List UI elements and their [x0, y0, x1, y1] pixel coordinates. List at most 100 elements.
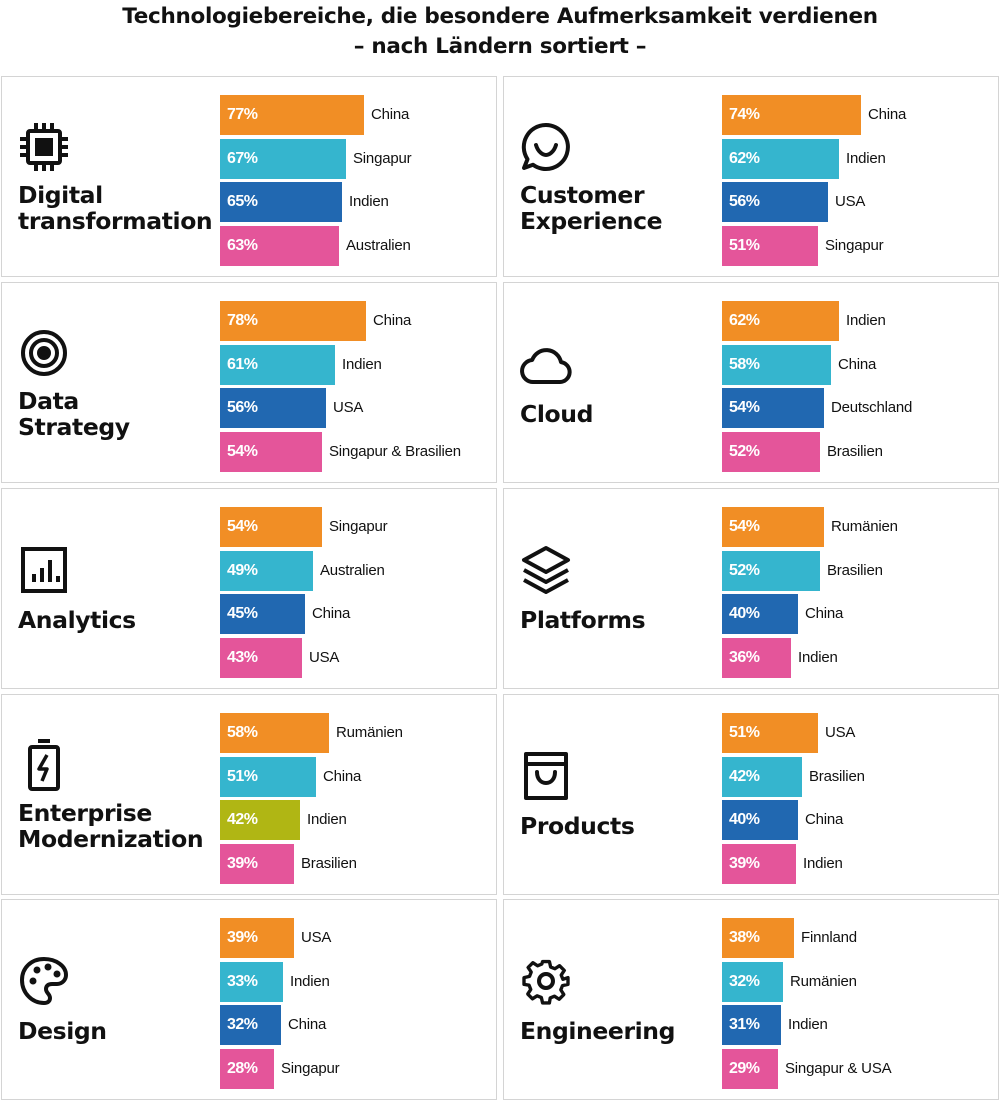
bar-value-label: 67% — [227, 150, 258, 167]
panel-title: Digital transformation — [18, 181, 213, 234]
bar-value-label: 61% — [227, 356, 258, 373]
bar-value-label: 45% — [227, 605, 258, 622]
bar-category-label: USA — [309, 649, 340, 666]
panel-title-line: Customer — [520, 181, 645, 209]
chart-title-line-1: Technologiebereiche, die besondere Aufme… — [122, 4, 878, 29]
bar-value-label: 49% — [227, 562, 258, 579]
bar-category-label: Singapur & USA — [785, 1060, 892, 1077]
bar: 62% — [722, 139, 839, 179]
panel-title: Platforms — [520, 607, 646, 633]
bar-category-label: Deutschland — [831, 399, 913, 416]
chip-icon — [18, 121, 70, 173]
bar-value-label: 52% — [729, 443, 760, 460]
bar: 33% — [220, 962, 283, 1002]
panel-enterprise-modernization: Enterprise Modernization 58% Rumänien 51% Chi… — [1, 694, 497, 895]
bar: 39% — [220, 918, 294, 958]
bar-group: 38% Finnland 32% Rumänien 31% Indien 29% Singap… — [722, 911, 992, 1089]
bar: 54% — [220, 507, 322, 547]
panel-cloud: Cloud 62% Indien 58% China 54% Deutschland 52% B… — [503, 282, 999, 483]
bar-category-label: China — [312, 605, 351, 622]
bar: 39% — [220, 844, 294, 884]
bar-value-label: 51% — [227, 768, 258, 785]
bar-group: 54% Singapur 49% Australien 45% China 43% USA — [220, 500, 490, 678]
bar: 29% — [722, 1049, 778, 1089]
bar: 54% — [722, 388, 824, 428]
panel-products: Products 51% USA 42% Brasilien 40% China 39% Ind… — [503, 694, 999, 895]
panel-title-line: Modernization — [18, 825, 204, 853]
bar-value-label: 39% — [729, 855, 760, 872]
panel-digital-transformation: Digital transformation 77% China 67% Singapur… — [1, 76, 497, 277]
bar-group: 58% Rumänien 51% China 42% Indien 39% Brasilien — [220, 706, 490, 884]
bar-value-label: 54% — [729, 399, 760, 416]
panel-title-line: Digital — [18, 181, 103, 209]
bar-category-label: Rumänien — [336, 724, 403, 741]
bar-category-label: Indien — [307, 811, 347, 828]
bar-category-label: Indien — [803, 855, 843, 872]
panel-title-line: Design — [18, 1017, 107, 1045]
bar-value-label: 40% — [729, 811, 760, 828]
bar-value-label: 40% — [729, 605, 760, 622]
bar-category-label: China — [373, 312, 412, 329]
cloud-icon — [520, 338, 572, 390]
bar-value-label: 29% — [729, 1060, 760, 1077]
bar: 36% — [722, 638, 791, 678]
bar-category-label: Rumänien — [790, 973, 857, 990]
chart-title-line-2: – nach Ländern sortiert – — [353, 34, 647, 59]
bar-category-label: China — [805, 605, 844, 622]
bar: 74% — [722, 95, 861, 135]
bar-category-label: Brasilien — [301, 855, 357, 872]
panel-title-line: Enterprise — [18, 799, 152, 827]
panel-title: Products — [520, 813, 635, 839]
bar: 52% — [722, 551, 820, 591]
panel-title: Customer Experience — [520, 181, 663, 235]
battery-bolt-icon — [18, 739, 70, 791]
panel-engineering: Engineering 38% Finnland 32% Rumänien 31% Indi… — [503, 899, 999, 1100]
bar-value-label: 56% — [227, 399, 258, 416]
bar-value-label: 54% — [227, 443, 258, 460]
bar-value-label: 28% — [227, 1060, 258, 1077]
palette-icon — [18, 955, 70, 1007]
bar-category-label: USA — [825, 724, 856, 741]
bar-value-label: 32% — [729, 973, 760, 990]
gear-icon — [520, 955, 572, 1007]
panel-title: Cloud — [520, 401, 593, 427]
bar-value-label: 63% — [227, 237, 258, 254]
bar-category-label: Brasilien — [827, 443, 883, 460]
bar-category-label: Indien — [788, 1016, 828, 1033]
bar: 54% — [220, 432, 322, 472]
bar: 51% — [220, 757, 316, 797]
bar: 28% — [220, 1049, 274, 1089]
bar-category-label: China — [868, 106, 907, 123]
bar-category-label: Singapur & Brasilien — [329, 443, 461, 460]
bar: 61% — [220, 345, 335, 385]
bar-value-label: 62% — [729, 312, 760, 329]
target-icon — [18, 327, 70, 379]
bar-value-label: 33% — [227, 973, 258, 990]
panel-title: Engineering — [520, 1018, 675, 1044]
bar-category-label: Finnland — [801, 929, 857, 946]
bar-chart-icon — [18, 544, 70, 596]
bar-category-label: USA — [835, 193, 866, 210]
bar-value-label: 42% — [227, 811, 258, 828]
bar-value-label: 43% — [227, 649, 258, 666]
bar: 45% — [220, 594, 305, 634]
bar-group: 74% China 62% Indien 56% USA 51% Singapur — [722, 88, 992, 266]
bar-category-label: Indien — [290, 973, 330, 990]
panel-title-line: Data — [18, 387, 79, 415]
bar: 51% — [722, 226, 818, 266]
panel-title: Data Strategy — [18, 388, 130, 440]
bar-value-label: 62% — [729, 150, 760, 167]
bar-value-label: 31% — [729, 1016, 760, 1033]
layers-icon — [520, 544, 572, 596]
bar-category-label: Indien — [846, 150, 886, 167]
bar-group: 39% USA 33% Indien 32% China 28% Singapur — [220, 911, 490, 1089]
panel-title-line: Experience — [520, 207, 663, 235]
bar-category-label: USA — [333, 399, 364, 416]
panel-title: Enterprise Modernization — [18, 799, 204, 853]
panel-analytics: Analytics 54% Singapur 49% Australien 45% Chin… — [1, 488, 497, 689]
bar: 56% — [722, 182, 828, 222]
bar-value-label: 58% — [729, 356, 760, 373]
bar-value-label: 51% — [729, 237, 760, 254]
bar: 58% — [722, 345, 831, 385]
shopping-bag-icon — [520, 750, 572, 802]
